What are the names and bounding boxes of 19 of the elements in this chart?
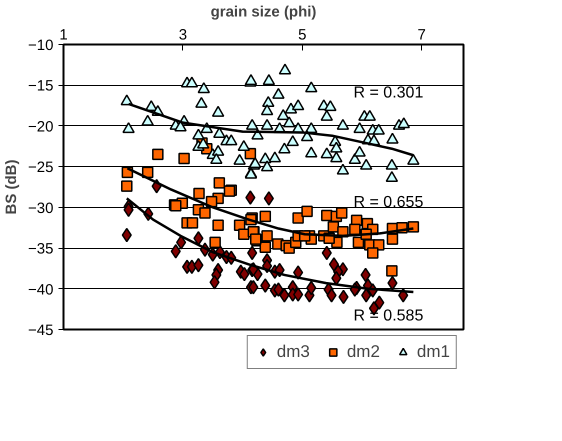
- x-axis-title: grain size (phi): [210, 4, 316, 20]
- legend-label: dm2: [346, 342, 380, 362]
- y-tick-label: −30: [28, 200, 54, 217]
- annotation: R = 0.655: [354, 194, 424, 212]
- x-tick-label: 7: [418, 26, 426, 44]
- y-tick-label: −10: [28, 37, 54, 54]
- y-tick-label: −20: [28, 118, 54, 136]
- y-tick-label: −35: [28, 240, 54, 258]
- y-tick-label: −15: [28, 78, 54, 95]
- x-tick-label: 3: [178, 26, 188, 44]
- y-tick-label: −40: [28, 281, 54, 298]
- y-tick-label: −45: [28, 322, 54, 339]
- annotation: R = 0.301: [354, 84, 424, 102]
- legend-label: dm3: [276, 342, 310, 362]
- y-axis-title: BS (dB): [3, 159, 20, 214]
- x-tick-label: 5: [298, 26, 306, 44]
- x-tick-label: 1: [59, 26, 68, 44]
- legend-label: dm1: [416, 342, 450, 362]
- y-tick-label: −25: [28, 159, 54, 176]
